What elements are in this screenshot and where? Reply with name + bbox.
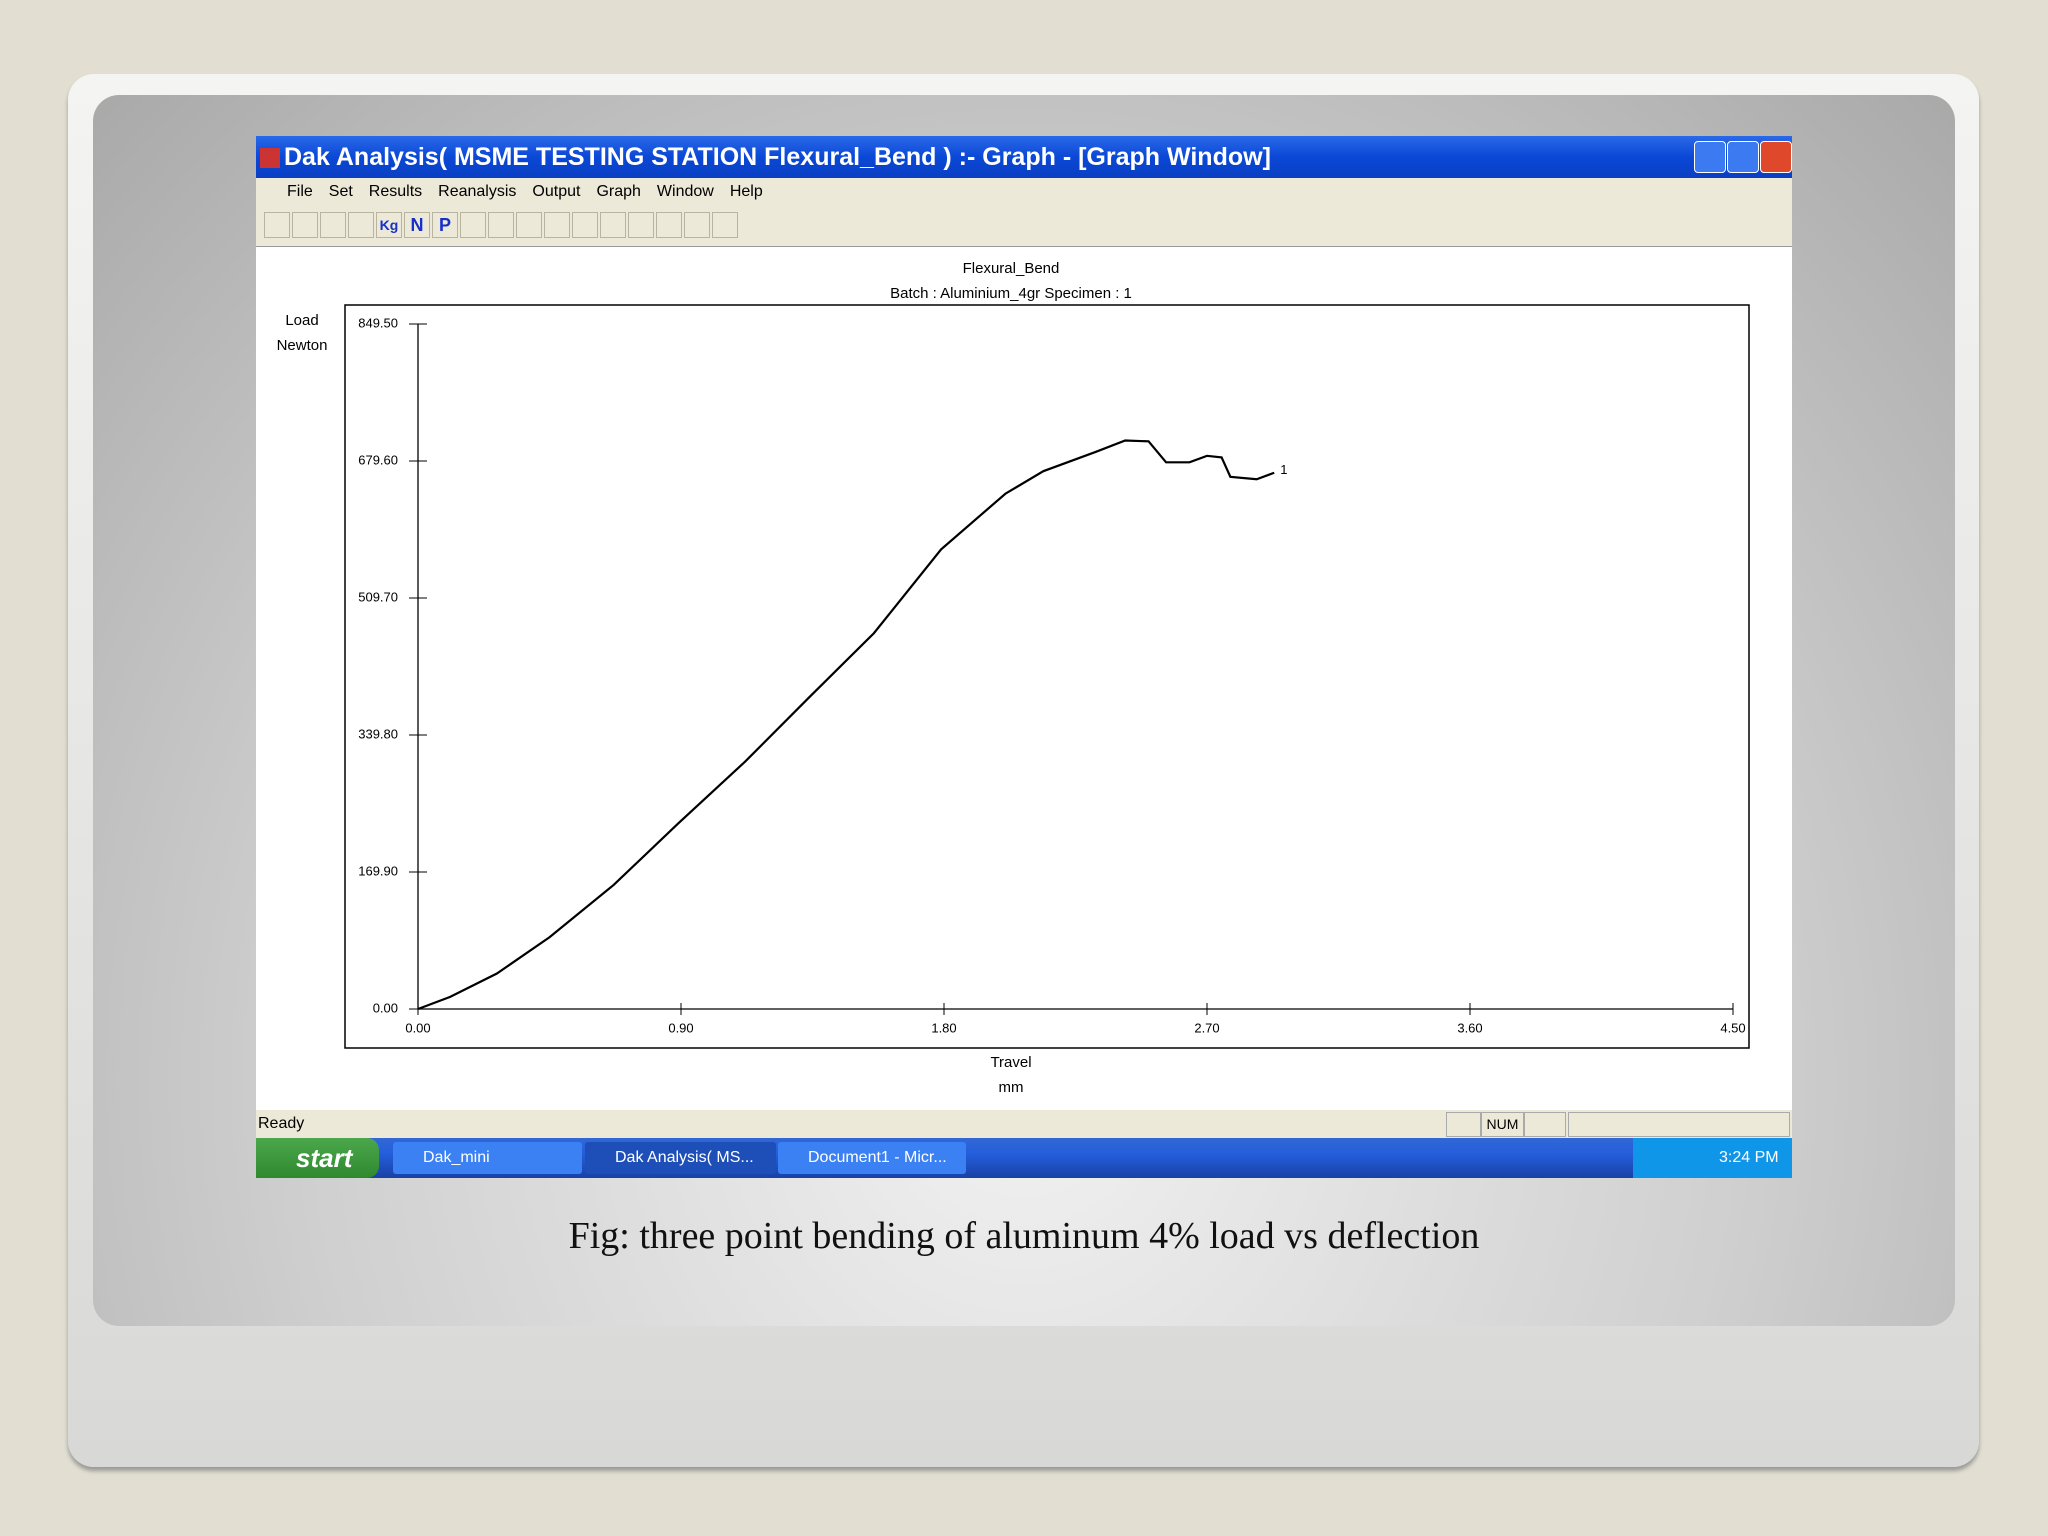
y-tick-label: 339.80 bbox=[358, 726, 398, 741]
x-tick-label: 4.50 bbox=[1720, 1020, 1745, 1035]
clock: 3:24 PM bbox=[1719, 1149, 1779, 1166]
tool-button[interactable] bbox=[572, 212, 598, 238]
x-tick-label: 3.60 bbox=[1457, 1020, 1482, 1035]
tool-button[interactable] bbox=[628, 212, 654, 238]
plot-frame bbox=[344, 304, 1750, 1049]
minimize-button[interactable] bbox=[1694, 141, 1726, 173]
tool-button[interactable] bbox=[320, 212, 346, 238]
task-button[interactable]: Dak Analysis( MS... bbox=[585, 1142, 776, 1174]
y-tick-label: 679.60 bbox=[358, 452, 398, 467]
menu-item[interactable]: File bbox=[287, 183, 313, 200]
tool-button[interactable]: P bbox=[432, 212, 458, 238]
y-axis-label: Newton bbox=[277, 337, 328, 354]
status-pane bbox=[1523, 1112, 1566, 1137]
menu-item[interactable]: Reanalysis bbox=[438, 183, 517, 200]
status-pane bbox=[1568, 1112, 1790, 1137]
restore-button[interactable] bbox=[1727, 141, 1759, 173]
tool-button[interactable] bbox=[488, 212, 514, 238]
tool-button[interactable] bbox=[460, 212, 486, 238]
app-window: Dak Analysis( MSME TESTING STATION Flexu… bbox=[256, 136, 1792, 1178]
y-tick-label: 0.00 bbox=[373, 1000, 398, 1015]
x-tick-label: 0.00 bbox=[405, 1020, 430, 1035]
x-tick-label: 0.90 bbox=[668, 1020, 693, 1035]
tool-button[interactable] bbox=[544, 212, 570, 238]
menu-item[interactable]: Window bbox=[656, 183, 714, 200]
x-axis-label: Travel bbox=[990, 1054, 1031, 1071]
status-pane bbox=[1446, 1112, 1482, 1137]
menu-item[interactable]: Help bbox=[729, 183, 763, 200]
x-tick-label: 1.80 bbox=[931, 1020, 956, 1035]
x-axis-label: mm bbox=[999, 1079, 1024, 1096]
tool-button[interactable] bbox=[656, 212, 682, 238]
tool-button[interactable] bbox=[712, 212, 738, 238]
tool-button[interactable] bbox=[600, 212, 626, 238]
tool-button[interactable] bbox=[348, 212, 374, 238]
y-tick-label: 169.90 bbox=[358, 863, 398, 878]
tool-button[interactable] bbox=[292, 212, 318, 238]
start-button[interactable]: start bbox=[256, 1138, 379, 1178]
title-bar: Dak Analysis( MSME TESTING STATION Flexu… bbox=[256, 136, 1792, 178]
chart: Flexural_Bend Batch : Aluminium_4gr Spec… bbox=[277, 260, 1750, 1096]
graph-client: Flexural_Bend Batch : Aluminium_4gr Spec… bbox=[256, 246, 1792, 1110]
app-icon bbox=[260, 148, 280, 169]
menu-bar: File Set Results Reanalysis Output Graph… bbox=[256, 178, 1792, 205]
window-title: Dak Analysis( MSME TESTING STATION Flexu… bbox=[284, 143, 1271, 171]
tool-button[interactable] bbox=[264, 212, 290, 238]
task-button[interactable]: Document1 - Micr... bbox=[778, 1142, 966, 1174]
status-text: Ready bbox=[258, 1115, 305, 1132]
y-tick-label: 509.70 bbox=[358, 589, 398, 604]
task-button[interactable]: Dak_mini bbox=[393, 1142, 582, 1174]
tool-button[interactable]: N bbox=[404, 212, 430, 238]
data-line bbox=[417, 439, 1275, 1011]
series-label: 1 bbox=[1280, 462, 1287, 477]
taskbar: start Dak_mini Dak Analysis( MS... Docum… bbox=[256, 1138, 1792, 1178]
menu-item[interactable]: Output bbox=[532, 183, 581, 200]
tool-button[interactable] bbox=[684, 212, 710, 238]
chart-subtitle: Batch : Aluminium_4gr Specimen : 1 bbox=[890, 285, 1132, 302]
status-bar: Ready NUM bbox=[256, 1110, 1792, 1138]
menu-item[interactable]: Graph bbox=[596, 183, 641, 200]
menu-item[interactable]: Results bbox=[368, 183, 423, 200]
status-num: NUM bbox=[1480, 1112, 1525, 1137]
tool-button[interactable]: Kg bbox=[376, 212, 402, 238]
close-button[interactable] bbox=[1760, 141, 1792, 173]
system-tray: 3:24 PM bbox=[1633, 1138, 1792, 1178]
y-axis-label: Load bbox=[285, 312, 318, 329]
toolbar: Kg N P bbox=[256, 205, 1792, 246]
menu-item[interactable]: Set bbox=[328, 183, 353, 200]
y-tick-label: 849.50 bbox=[358, 315, 398, 330]
slide-caption: Fig: three point bending of aluminum 4% … bbox=[568, 1215, 1480, 1257]
x-tick-label: 2.70 bbox=[1194, 1020, 1219, 1035]
chart-title: Flexural_Bend bbox=[963, 260, 1060, 277]
tool-button[interactable] bbox=[516, 212, 542, 238]
